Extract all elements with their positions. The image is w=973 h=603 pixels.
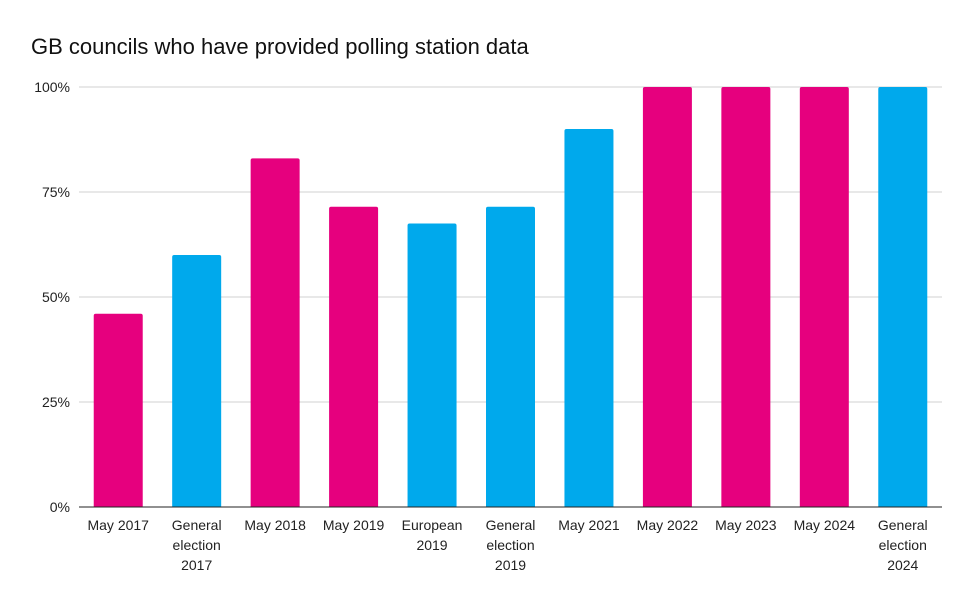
- bar: [642, 87, 692, 507]
- y-tick-label: 0%: [50, 499, 70, 515]
- bar: [329, 206, 379, 507]
- y-tick-label: 25%: [42, 394, 70, 410]
- y-tick-label: 100%: [34, 79, 70, 95]
- y-tick-label: 50%: [42, 289, 70, 305]
- x-tick-label: European 2019: [402, 517, 463, 553]
- x-tick-label: General election 2017: [172, 517, 222, 573]
- bar: [93, 313, 143, 507]
- bar: [172, 255, 222, 507]
- bar: [486, 206, 535, 507]
- x-tick-label: General election 2024: [878, 517, 928, 573]
- chart-title: GB councils who have provided polling st…: [31, 34, 530, 59]
- bar: [878, 87, 928, 507]
- x-axis-labels: May 2017 General election 2017 May 2018 May 2…: [87, 517, 927, 573]
- x-tick-label: May 2023: [715, 517, 777, 533]
- x-tick-label: General election 2019: [486, 517, 536, 573]
- bar: [799, 87, 849, 507]
- x-tick-label: May 2021: [558, 517, 620, 533]
- bar: [564, 129, 614, 507]
- x-tick-label: May 2017: [87, 517, 149, 533]
- y-tick-label: 75%: [42, 184, 70, 200]
- x-tick-label: May 2019: [323, 517, 385, 533]
- x-tick-label: May 2022: [637, 517, 699, 533]
- y-axis-ticks: 0% 25% 50% 75% 100%: [34, 79, 70, 515]
- bar: [407, 223, 457, 507]
- x-tick-label: May 2018: [244, 517, 306, 533]
- bars: [93, 87, 928, 507]
- bar: [721, 87, 771, 507]
- x-tick-label: May 2024: [794, 517, 856, 533]
- bar: [250, 158, 300, 507]
